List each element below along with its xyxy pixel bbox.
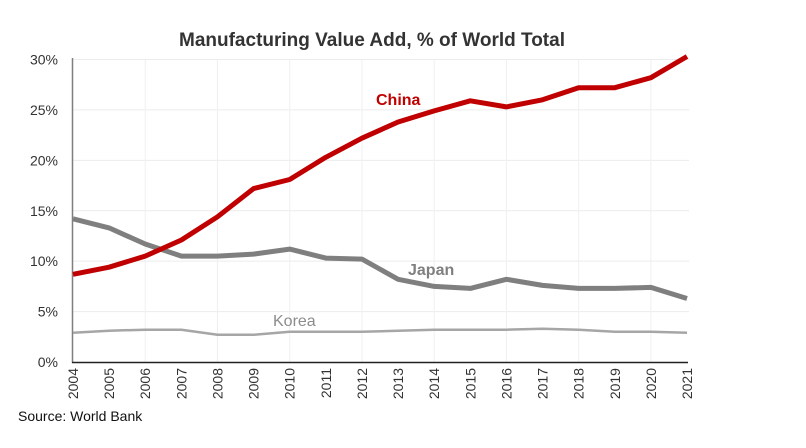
x-tick-label: 2006 [137,368,153,399]
x-tick-label: 2012 [354,368,370,399]
y-tick-label: 0% [38,354,58,370]
x-tick-label: 2009 [246,368,262,399]
y-axis-ticks: 0% 5% 10% 15% 20% 25% 30% [30,52,58,371]
x-tick-label: 2015 [462,368,478,399]
series-line-korea [72,327,688,337]
x-tick-label: 2011 [318,368,334,398]
y-tick-label: 5% [38,304,58,320]
source-note: Source: World Bank [18,408,143,424]
y-tick-label: 20% [30,152,58,168]
series-label-korea: Korea [273,313,316,330]
x-tick-label: 2018 [571,368,587,399]
x-axis-ticks: 2004 2005 2006 2007 2008 2009 2010 2011 2012 2013… [65,368,695,399]
x-tick-label: 2020 [643,368,659,399]
series-group [72,54,689,337]
x-tick-label: 2010 [282,368,298,399]
y-tick-label: 25% [30,102,58,118]
x-tick-label: 2021 [679,368,695,399]
x-tick-label: 2008 [209,368,225,399]
x-tick-label: 2014 [426,368,442,399]
chart-title: Manufacturing Value Add, % of World Tota… [179,30,565,51]
x-tick-label: 2019 [607,368,623,399]
y-tick-label: 30% [30,52,58,68]
series-label-japan: Japan [408,262,454,279]
x-tick-label: 2017 [535,368,551,399]
x-tick-label: 2004 [65,368,81,399]
x-tick-label: 2016 [498,368,514,399]
series-line-japan [72,216,688,301]
series-label-china: China [376,92,421,109]
series-line-china [72,54,689,277]
x-tick-label: 2005 [101,368,117,399]
x-tick-label: 2013 [390,368,406,399]
y-tick-label: 10% [30,253,58,269]
x-tick-label: 2007 [173,368,189,399]
y-tick-label: 15% [30,203,58,219]
